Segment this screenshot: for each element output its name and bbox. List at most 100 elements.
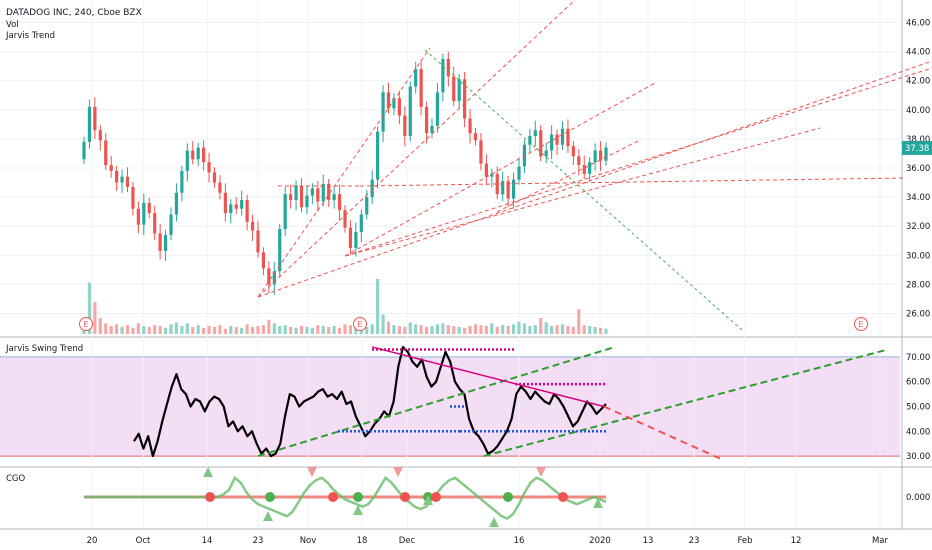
volume-bar [392, 325, 396, 334]
volume-bar [446, 325, 450, 334]
volume-bar [522, 323, 527, 334]
volume-bar [484, 326, 488, 334]
candle-body [261, 252, 266, 269]
candle-body [153, 213, 157, 234]
volume-bar [256, 326, 260, 334]
volume-bar [424, 326, 429, 334]
candle-body [299, 185, 304, 208]
volume-bar [528, 326, 532, 334]
cgo-cross-dot [328, 492, 338, 502]
candle-body [435, 92, 440, 126]
candle-body [240, 200, 244, 209]
grid-lines [0, 0, 900, 529]
candle-body [234, 204, 238, 209]
price-tick-label: 32.00 [906, 222, 930, 232]
candle-body [93, 106, 97, 131]
volume-bar [272, 323, 276, 334]
volume-bar [511, 324, 516, 334]
earnings-label: E [83, 320, 88, 329]
candle-body [392, 98, 396, 109]
volume-bar [163, 327, 168, 334]
volume-bar [381, 314, 385, 334]
volume-bar [348, 325, 353, 334]
volume-bar [294, 327, 298, 334]
candle-body [87, 106, 92, 142]
volume-bar [240, 327, 244, 334]
candle-body [131, 186, 135, 209]
candle-body [180, 170, 184, 193]
candle-body [174, 192, 179, 215]
candle-body [490, 173, 494, 177]
candle-body [533, 130, 537, 136]
candle-body [359, 214, 363, 232]
volume-bar [212, 326, 217, 334]
buy-signal-triangle [203, 467, 213, 477]
candle-body [354, 232, 358, 248]
candle-body [218, 182, 222, 193]
volume-bar [125, 325, 130, 334]
volume-bar [473, 324, 478, 334]
volume-bar [435, 324, 440, 334]
cgo-cross-dot [205, 492, 215, 502]
indicator-tick-label: 60.00 [906, 378, 930, 388]
price-tick-label: 44.00 [906, 48, 930, 58]
swing-trend-label: Jarvis Swing Trend [5, 344, 83, 354]
volume-bar [588, 326, 592, 334]
candle-body [381, 92, 385, 132]
volume-bar [468, 326, 472, 334]
candle-body [267, 268, 271, 285]
volume-bar [555, 325, 559, 334]
candle-body [125, 176, 130, 187]
volume-bar [560, 324, 565, 334]
price-tick-label: 40.00 [906, 106, 930, 116]
candle-body [528, 136, 532, 145]
last-price-value: 37.38 [905, 144, 929, 154]
volume-bar [533, 325, 537, 334]
candle-body [419, 69, 423, 107]
volume-bar [598, 327, 603, 334]
volume-bar [299, 326, 304, 334]
buy-signal-triangle [593, 498, 603, 508]
price-tick-label: 30.00 [906, 251, 930, 261]
candle-body [582, 165, 586, 174]
candle-body [147, 202, 151, 214]
candle-body [169, 214, 173, 235]
volume-bar [180, 326, 184, 334]
candle-body [571, 146, 575, 157]
candle-body [212, 172, 217, 183]
time-tick-label: 20 [87, 536, 98, 546]
volume-bar [397, 326, 401, 334]
candle-body [441, 58, 445, 93]
volume-bar [332, 326, 336, 334]
candle-body [310, 188, 314, 196]
candle-body [424, 106, 429, 134]
time-tick-label: 18 [357, 536, 368, 546]
volume-bar [305, 326, 309, 334]
candle-body [430, 125, 434, 134]
volume-bar [430, 326, 434, 334]
candle-body [365, 197, 369, 215]
resistance-line [371, 346, 605, 408]
sell-signal-triangle [393, 467, 403, 477]
candle-body [185, 150, 189, 171]
volume-bar [191, 326, 195, 334]
price-tick-label: 42.00 [906, 77, 930, 87]
candle-body [332, 194, 336, 200]
volume-bar [245, 324, 249, 334]
candle-body [343, 210, 347, 228]
candle-body [593, 150, 597, 163]
volume-bar [310, 327, 314, 334]
last-price-tag [902, 140, 932, 155]
volume-bar [506, 326, 510, 334]
candle-body [414, 69, 418, 87]
candle-body [544, 150, 548, 157]
vol-label: Vol [6, 20, 19, 30]
indicator-tick-label: 30.00 [906, 452, 930, 462]
cgo-pane [84, 467, 607, 527]
trend-line-green [424, 49, 743, 331]
volume-bar [202, 327, 206, 334]
buy-signal-triangle [489, 517, 499, 527]
price-tick-label: 26.00 [906, 309, 930, 319]
volume-bar [365, 326, 369, 334]
